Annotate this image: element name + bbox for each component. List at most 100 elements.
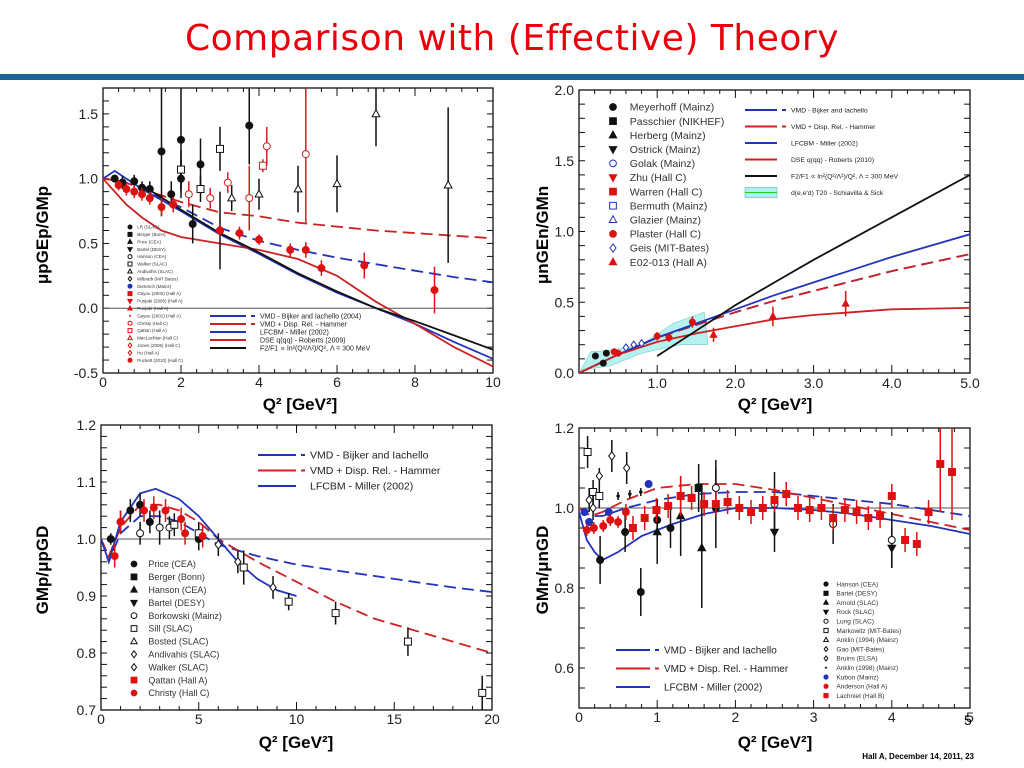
data-point	[622, 343, 630, 352]
data-point	[589, 524, 598, 532]
data-point	[589, 502, 597, 514]
data-point	[360, 261, 369, 270]
legend-entry: F2/F1 ∝ ln²(Q²/Λ²)/Q², Λ = 300 MeV	[791, 173, 899, 180]
data-point	[269, 582, 277, 593]
legend-entry: Bartel (DESY)	[148, 598, 205, 608]
data-point	[114, 181, 123, 190]
data-point	[770, 496, 779, 504]
y-tick-label: 1.2	[77, 417, 97, 433]
legend-entry: Price (CEA)	[148, 559, 196, 569]
data-point	[136, 529, 145, 538]
legend-entry: Hanson (CEA)	[148, 585, 206, 595]
data-point	[161, 506, 170, 515]
legend-marker-icon	[822, 636, 830, 642]
legend-entry: Borkowski (Mainz)	[148, 611, 222, 621]
legend-entry: VMD + Disp. Rel. - Hammer	[310, 465, 441, 477]
y-tick-label: 2.0	[555, 82, 575, 98]
x-tick-label: 4.0	[882, 375, 902, 391]
data-point	[596, 556, 605, 564]
y-tick-label: -0.5	[74, 365, 98, 381]
legend-entry: Bruins (ELSA)	[836, 656, 877, 663]
y-tick-label: 1.0	[555, 224, 575, 240]
legend-entry: Zhu (Hall C)	[630, 172, 687, 184]
data-point	[585, 494, 593, 506]
legend-marker-icon	[130, 612, 138, 619]
data-point	[747, 508, 756, 516]
legend-marker-icon	[129, 314, 131, 317]
legend-entry: Price (CEA)	[137, 239, 161, 244]
legend-marker-icon	[823, 693, 829, 699]
data-point	[122, 185, 131, 194]
data-point	[602, 349, 610, 357]
data-point	[293, 183, 303, 193]
legend-entry: Arnold (SLAC)	[836, 600, 878, 607]
legend-entry: MacLachlan (Hall C)	[137, 336, 178, 341]
legend-marker-icon	[130, 573, 138, 581]
y-axis-label: μpGEp/GMp	[33, 186, 52, 284]
legend-entry: Christy (Hall C)	[137, 321, 168, 326]
x-tick-label: 15	[386, 711, 402, 727]
legend-marker-icon	[823, 581, 829, 587]
y-tick-label: 1.5	[555, 153, 575, 169]
data-point	[478, 688, 487, 697]
legend-entry: Bosted (SLAC)	[148, 637, 208, 647]
legend-entry: VMD - Bijker and Iachello (2004)	[260, 313, 361, 320]
data-point	[639, 490, 643, 494]
data-point	[149, 503, 158, 512]
x-tick-label: 4	[888, 709, 896, 725]
legend-marker-icon	[127, 275, 133, 283]
x-tick-label: 5	[195, 711, 203, 727]
legend-marker-icon	[823, 618, 829, 624]
legend-entry: VMD + Disp. Rel. - Hammer	[260, 321, 348, 328]
legend-entry: Bartel (DESY)	[836, 591, 877, 598]
legend-entry: Golak (Mainz)	[630, 158, 695, 170]
data-point	[652, 506, 661, 514]
slide-footer: Hall A, December 14, 2011, 23	[862, 752, 974, 761]
data-point	[245, 121, 254, 130]
data-point	[126, 506, 135, 515]
legend-entry: Qattan (Hall A)	[137, 328, 167, 333]
legend-marker-icon	[823, 590, 829, 596]
data-point	[622, 462, 631, 474]
legend-marker-icon	[130, 689, 138, 697]
data-point	[177, 135, 185, 144]
data-point	[852, 508, 861, 516]
data-point	[585, 518, 594, 526]
data-point	[711, 484, 720, 492]
data-point	[640, 514, 649, 522]
data-point	[628, 492, 632, 496]
legend-entry: Meyerhoff (Mainz)	[630, 102, 714, 114]
legend-marker-icon	[609, 230, 617, 238]
data-point	[735, 504, 744, 512]
legend-marker-icon	[127, 231, 133, 237]
data-point	[664, 502, 673, 510]
data-point	[177, 515, 186, 524]
legend-entry: Hu (Hall A)	[137, 350, 159, 355]
data-point	[711, 500, 720, 508]
y-axis-label: μnGEn/GMn	[533, 186, 552, 284]
data-point	[258, 161, 267, 170]
legend-marker-icon	[127, 349, 133, 357]
data-point	[614, 349, 622, 357]
t20-uncertainty-band	[580, 311, 709, 371]
x-tick-label: 0	[99, 374, 107, 390]
data-point	[301, 150, 310, 159]
legend-marker-icon	[609, 117, 617, 125]
data-point	[181, 529, 190, 538]
x-tick-label: 20	[484, 711, 500, 727]
legend-entry: E02-013 (Hall A)	[630, 257, 707, 269]
legend-marker-icon	[822, 599, 830, 605]
data-point	[177, 165, 185, 174]
legend-marker-icon	[129, 585, 139, 593]
legend-marker-icon	[823, 655, 829, 662]
data-point	[443, 179, 453, 189]
legend-entry: Rock (SLAC)	[836, 609, 874, 616]
legend-entry: Plaster (Hall C)	[630, 229, 701, 241]
y-axis-label: GMn/μnGD	[533, 526, 552, 615]
legend-marker-icon	[823, 683, 829, 689]
data-point	[841, 299, 850, 307]
legend-entry: d(e,e'd) T20 - Schiavilla & Sick	[791, 190, 884, 197]
legend-entry: LFCBM - Miller (2002)	[791, 140, 858, 147]
legend-marker-icon	[608, 146, 618, 155]
